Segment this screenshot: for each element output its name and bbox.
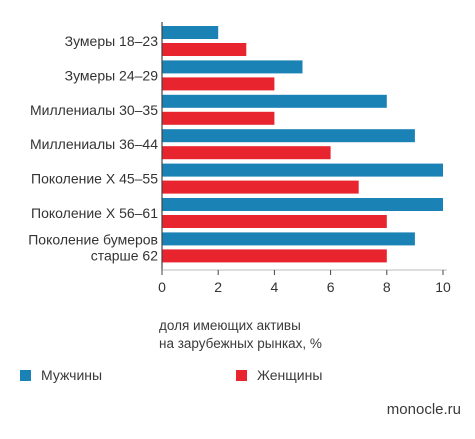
category-label-2: Миллениалы 30–35	[30, 102, 158, 118]
x-axis-label-line-1: доля имеющих активы	[159, 318, 301, 333]
bar-women-6	[162, 249, 387, 263]
bar-women-0	[162, 43, 247, 56]
x-tick-label-4: 4	[271, 279, 279, 295]
legend-swatch-women	[236, 369, 247, 381]
category-label-5: Поколение X 56–61	[31, 205, 158, 221]
legend-label-women: Женщины	[257, 367, 323, 383]
x-axis-label-line-2: на зарубежных рынках, %	[159, 336, 322, 351]
bar-women-1	[162, 77, 275, 91]
bar-women-3	[162, 146, 331, 160]
bar-men-4	[162, 163, 443, 177]
bar-men-2	[162, 94, 387, 108]
bar-women-2	[162, 111, 275, 125]
category-label-3: Миллениалы 36–44	[30, 136, 158, 152]
x-tick-label-6: 6	[327, 279, 335, 295]
bar-men-1	[162, 60, 303, 74]
legend-label-men: Мужчины	[41, 367, 103, 383]
bar-men-5	[162, 198, 443, 211]
bar-chart: Зумеры 18–23 Зумеры 24–29 Миллениалы 30–35…	[28, 22, 451, 295]
category-label-6-line-1: Поколение бумеров	[28, 231, 158, 247]
x-tick-label-8: 8	[383, 279, 391, 295]
category-label-6-line-2: старше 62	[91, 247, 159, 263]
x-tick-label-2: 2	[214, 279, 222, 295]
bar-men-6	[162, 232, 415, 246]
bar-men-3	[162, 129, 415, 143]
source-label: monocle.ru	[386, 401, 461, 418]
bar-women-5	[162, 215, 387, 228]
x-tick-label-0: 0	[158, 279, 166, 295]
legend-swatch-men	[20, 369, 31, 381]
x-axis-label: доля имеющих активы на зарубежных рынках…	[159, 317, 322, 353]
bar-men-0	[162, 26, 219, 39]
legend-item-men: Мужчины	[20, 367, 102, 383]
category-label-4: Поколение X 45–55	[31, 171, 158, 187]
bar-women-4	[162, 180, 359, 194]
category-label-0: Зумеры 18–23	[65, 33, 159, 49]
category-label-1: Зумеры 24–29	[65, 67, 159, 83]
legend-item-women: Женщины	[236, 367, 322, 383]
x-tick-label-10: 10	[435, 279, 451, 295]
